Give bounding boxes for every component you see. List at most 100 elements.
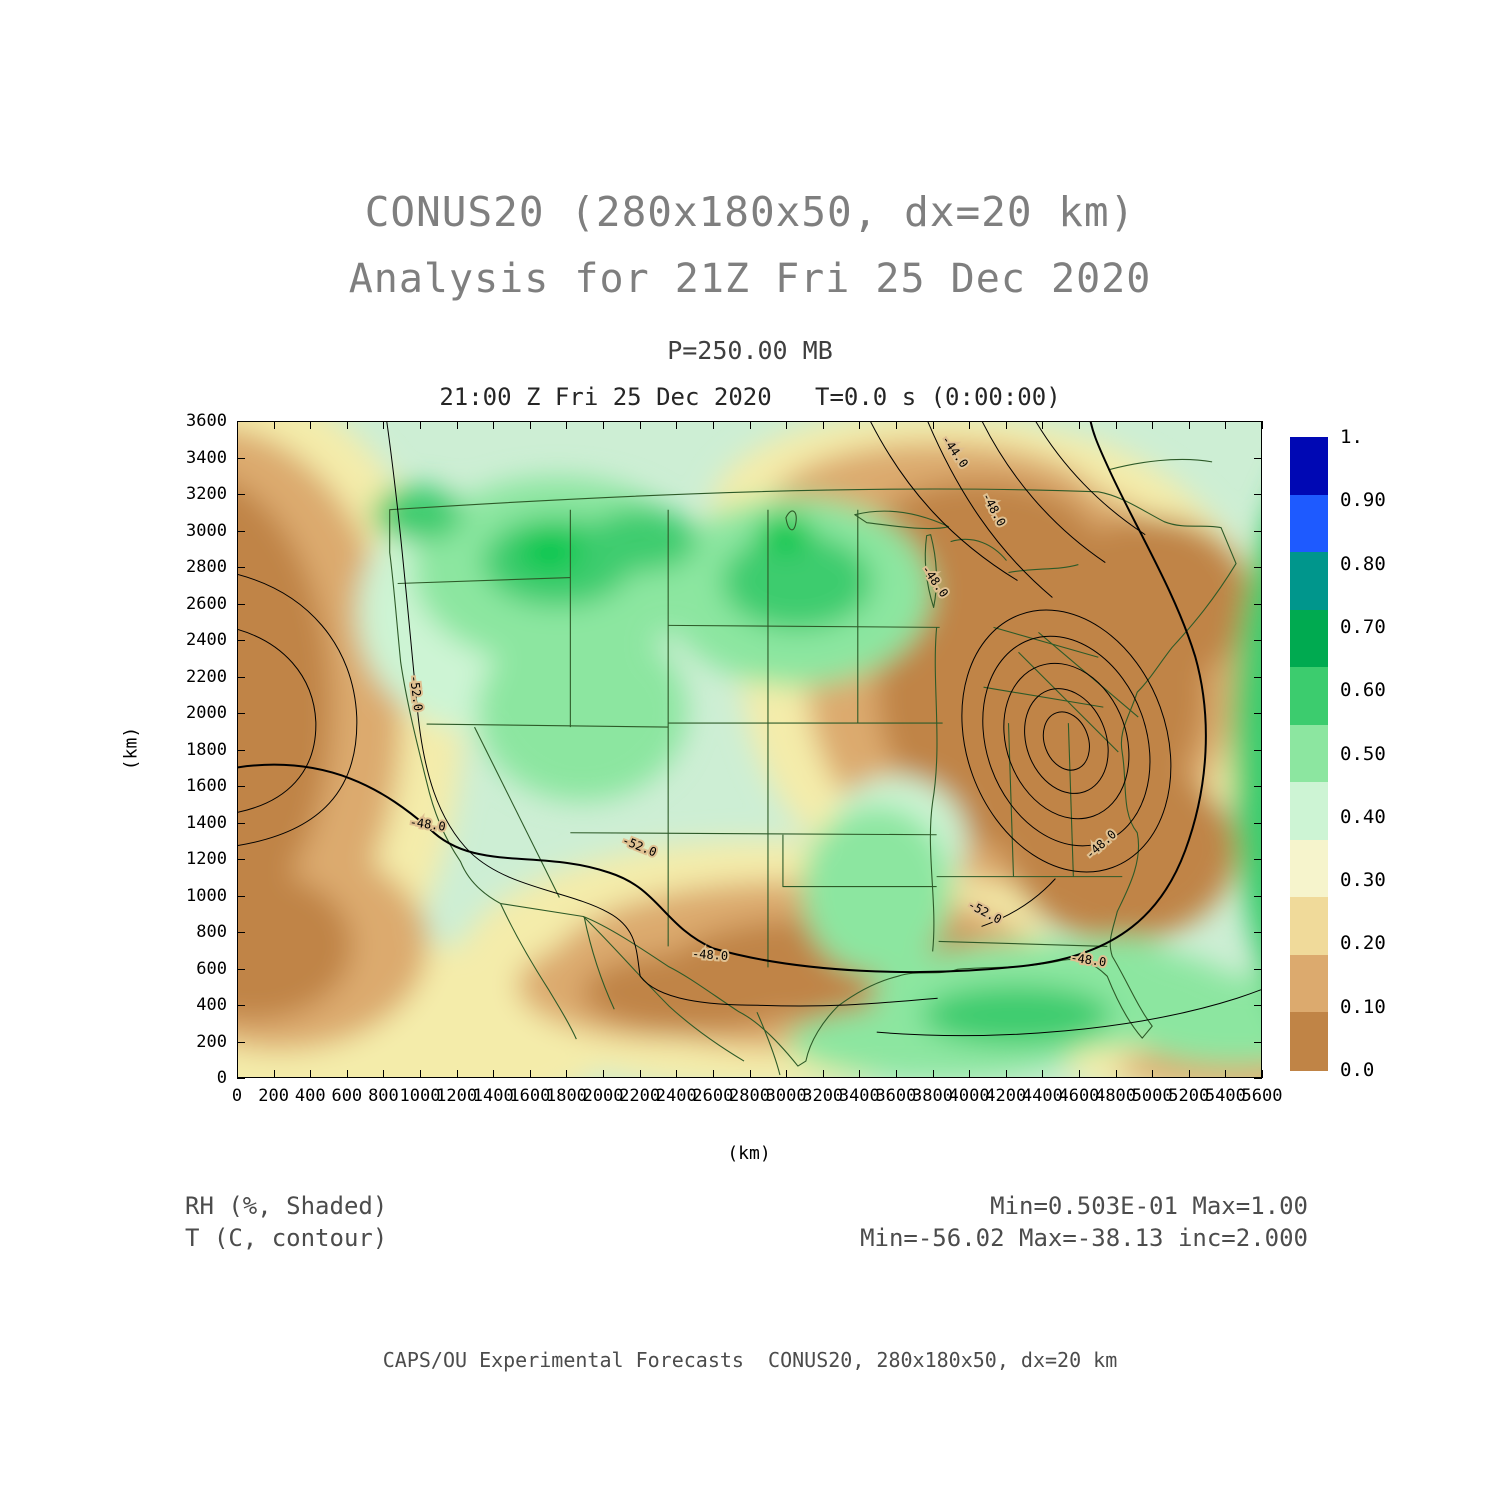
axis-tick-mark [237, 713, 245, 714]
axis-tick-mark [1152, 421, 1154, 429]
geography-borders [389, 458, 1237, 1076]
axis-tick-mark [310, 1070, 312, 1078]
x-tick-label: 2000 [582, 1086, 624, 1106]
weather-map: -44.0-48.0-48.0-52.0-48.0-52.0-48.0-52.0… [238, 422, 1261, 1077]
plot-title: CONUS20 (280x180x50, dx=20 km) [364, 188, 1136, 236]
axis-tick-mark [1254, 932, 1262, 933]
axis-tick-mark [237, 1078, 245, 1079]
footer-credit: CAPS/OU Experimental Forecasts CONUS20, … [382, 1348, 1118, 1372]
axis-tick-mark [237, 640, 245, 641]
shaded-minmax-label: Min=0.503E-01 Max=1.00 [990, 1192, 1308, 1220]
y-tick-label: 3000 [186, 520, 227, 541]
axis-tick-mark [1254, 713, 1262, 714]
x-tick-label: 2400 [655, 1086, 697, 1106]
axis-tick-mark [420, 1070, 422, 1078]
y-tick-label: 3400 [186, 447, 227, 468]
shaded-field-label: RH (%, Shaded) [185, 1192, 388, 1220]
axis-tick-mark [1152, 1070, 1154, 1078]
axis-tick-mark [639, 421, 641, 429]
y-tick-label: 2000 [186, 703, 227, 723]
x-tick-label: 4000 [948, 1086, 990, 1106]
y-tick-label: 0 [216, 1068, 227, 1088]
axis-tick-mark [456, 421, 458, 429]
axis-tick-mark [493, 1070, 495, 1078]
x-tick-label: 3600 [875, 1086, 917, 1106]
axis-tick-mark [1254, 676, 1262, 678]
y-tick-label: 2200 [186, 666, 227, 687]
x-tick-label: 0 [231, 1086, 243, 1106]
axis-tick-mark [895, 1070, 897, 1078]
colorbar-tick-label: 1. [1340, 426, 1363, 448]
axis-tick-mark [932, 421, 934, 429]
x-tick-label: 400 [294, 1086, 326, 1106]
axis-tick-mark [895, 421, 897, 429]
colorbar-cell [1290, 667, 1328, 726]
axis-tick-mark [237, 457, 245, 459]
contour-value-label: -48.0 [692, 947, 729, 963]
axis-tick-mark [969, 421, 971, 429]
temperature-contours [238, 422, 1261, 1037]
x-tick-label: 600 [331, 1086, 363, 1106]
axis-tick-mark [1254, 567, 1262, 568]
axis-tick-mark [237, 786, 245, 787]
y-tick-label: 2600 [186, 593, 227, 614]
x-tick-label: 1000 [399, 1086, 441, 1106]
x-tick-label: 1800 [545, 1086, 587, 1106]
colorbar-tick-label: 0.40 [1340, 805, 1386, 828]
colorbar-cell [1290, 552, 1328, 611]
axis-tick-mark [749, 1070, 751, 1078]
x-tick-label: 4600 [1058, 1086, 1100, 1106]
y-tick-label: 400 [196, 995, 227, 1015]
x-tick-label: 3400 [838, 1086, 880, 1106]
x-axis-title: (km) [727, 1143, 771, 1164]
colorbar-tick-label: 0.60 [1340, 679, 1386, 702]
y-tick-label: 800 [196, 922, 227, 942]
colorbar-cell [1290, 782, 1328, 841]
colorbar-tick-label: 0.30 [1340, 869, 1386, 892]
y-tick-label: 2800 [186, 557, 227, 577]
contour-minmax-label: Min=-56.02 Max=-38.13 inc=2.000 [860, 1224, 1308, 1252]
axis-tick-mark [237, 1041, 245, 1043]
axis-tick-mark [859, 1070, 861, 1078]
axis-tick-mark [420, 421, 422, 429]
axis-tick-mark [237, 530, 245, 532]
axis-tick-mark [712, 421, 714, 429]
x-tick-label: 2800 [729, 1086, 770, 1106]
colorbar-cell [1290, 494, 1328, 553]
axis-tick-mark [237, 1005, 245, 1006]
axis-tick-mark [1078, 421, 1080, 429]
axis-tick-mark [1254, 421, 1262, 422]
axis-tick-mark [237, 859, 245, 860]
axis-tick-mark [1254, 968, 1262, 970]
x-tick-label: 2200 [619, 1086, 661, 1106]
plot-subtitle: Analysis for 21Z Fri 25 Dec 2020 [348, 256, 1152, 302]
y-tick-label: 3200 [186, 484, 227, 504]
axis-tick-mark [566, 421, 568, 429]
y-tick-label: 3600 [186, 411, 227, 431]
x-tick-label: 4400 [1021, 1086, 1063, 1106]
axis-tick-mark [529, 1070, 531, 1078]
axis-tick-mark [529, 421, 531, 429]
x-tick-label: 200 [258, 1086, 289, 1106]
axis-tick-mark [1254, 640, 1262, 641]
y-tick-label: 200 [196, 1031, 227, 1052]
colorbar-cell [1290, 724, 1328, 783]
colorbar-tick-label: 0.0 [1340, 1059, 1375, 1081]
colorbar-tick-label: 0.80 [1340, 552, 1386, 575]
axis-tick-mark [1188, 1070, 1190, 1078]
x-tick-label: 1400 [472, 1086, 514, 1106]
x-tick-label: 5600 [1241, 1086, 1283, 1106]
axis-tick-mark [237, 603, 245, 605]
axis-tick-mark [237, 895, 245, 897]
colorbar-cell [1290, 839, 1328, 898]
x-tick-label: 3000 [765, 1086, 807, 1106]
colorbar-cell [1290, 437, 1328, 496]
valid-time-label: 21:00 Z Fri 25 Dec 2020 T=0.0 s (0:00:00… [439, 383, 1061, 411]
axis-tick-mark [1078, 1070, 1080, 1078]
axis-tick-mark [273, 1070, 275, 1078]
x-tick-label: 4200 [985, 1086, 1027, 1106]
x-tick-label: 5000 [1131, 1086, 1173, 1106]
axis-tick-mark [237, 822, 245, 824]
contour-value-label: -48.0 [1070, 950, 1108, 969]
